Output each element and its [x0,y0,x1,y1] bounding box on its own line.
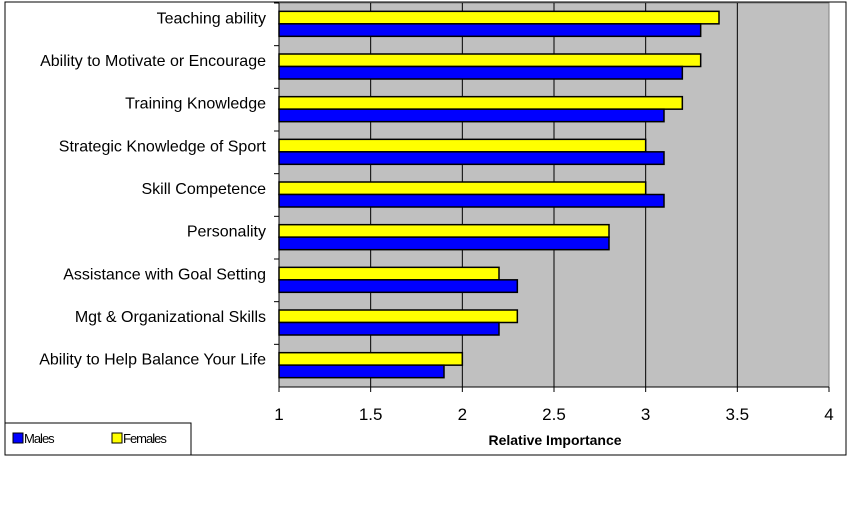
category-label: Assistance with Goal Setting [63,266,266,283]
bar-females [278,95,684,110]
bar-males [278,236,610,251]
bar-females [278,266,500,281]
x-tick-label: 1.5 [359,405,383,424]
bar-females [278,309,519,324]
category-label: Strategic Knowledge of Sport [59,138,267,155]
x-tick-label: 3 [641,405,650,424]
bar-males [278,108,665,123]
bar-females [278,351,464,366]
bar-females [278,138,647,153]
bar-males [278,65,684,80]
bar-males [278,23,702,38]
category-label: Skill Competence [142,181,267,198]
x-tick-label: 1 [274,405,283,424]
x-axis-label: Relative Importance [488,432,621,448]
bar-males [278,151,665,166]
legend-swatch-females [111,432,123,444]
bar-females [278,10,720,25]
legend-label-males: Males [24,431,55,446]
bar-males [278,364,445,379]
category-label: Mgt & Organizational Skills [75,309,266,326]
x-tick-label: 2 [458,405,467,424]
legend-label-females: Females [123,431,167,446]
legend: Males Females [4,422,192,456]
category-label: Ability to Motivate or Encourage [40,53,266,70]
category-label: Ability to Help Balance Your Life [39,352,266,369]
category-label: Training Knowledge [125,96,266,113]
x-tick-label: 4 [824,405,833,424]
category-label: Personality [187,224,266,241]
bar-males [278,321,500,336]
category-label: Teaching ability [157,10,266,27]
bar-females [278,53,702,68]
x-tick-label: 3.5 [726,405,750,424]
legend-swatch-males [12,432,24,444]
bar-males [278,193,665,208]
x-tick-label: 2.5 [542,405,566,424]
bar-females [278,223,610,238]
bar-females [278,181,647,196]
bar-males [278,279,519,294]
